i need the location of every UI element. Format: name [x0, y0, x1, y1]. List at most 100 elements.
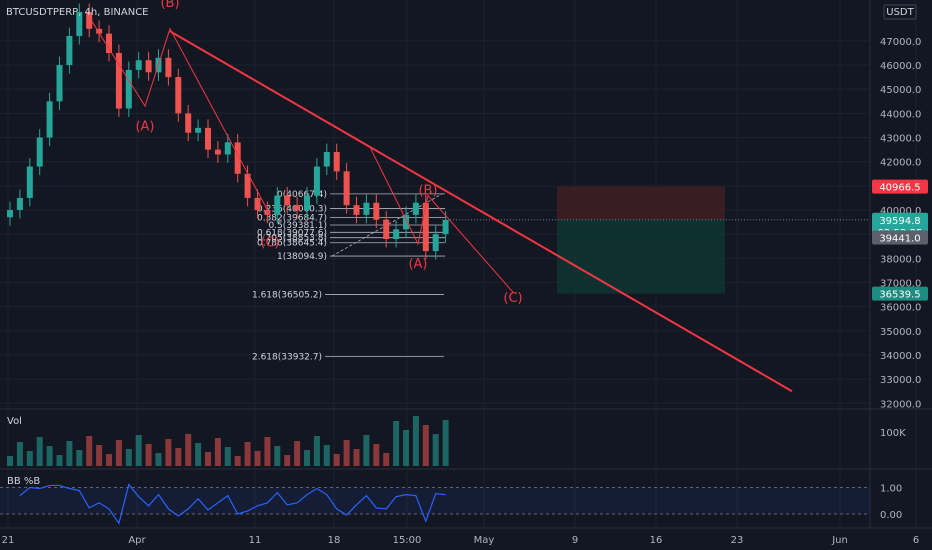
volume-bar — [264, 437, 271, 466]
candle-body — [353, 205, 360, 215]
volume-tick-label: 100K — [880, 428, 906, 439]
volume-bar — [56, 455, 63, 466]
fib-level-label: 0.705(38853.8) — [257, 234, 327, 244]
candle-body — [244, 173, 251, 198]
volume-bar — [66, 441, 73, 466]
volume-bar — [125, 449, 132, 466]
price-tag — [872, 212, 928, 227]
candle-body — [195, 127, 202, 133]
price-tag-label: 36539.5 — [879, 290, 920, 301]
candle-body — [383, 219, 390, 240]
time-tick-label: 18 — [328, 535, 341, 546]
volume-bar — [145, 444, 152, 466]
candle-body — [135, 60, 142, 70]
fib-level-label: 0.236(40060.3) — [257, 205, 327, 215]
price-tick-label: 32000.0 — [880, 399, 921, 410]
fib-level-label: 1.618(36505.2) — [252, 290, 322, 300]
candle-body — [403, 214, 409, 230]
volume-bar — [432, 434, 439, 466]
candle-body — [284, 195, 291, 206]
wave-label: (B) — [160, 0, 179, 11]
volume-bar — [214, 438, 221, 466]
time-tick-label: 23 — [731, 535, 744, 546]
price-tick-label: 34000.0 — [880, 351, 921, 362]
candle-body — [422, 202, 429, 252]
volume-bar — [165, 439, 172, 466]
candle-body — [96, 28, 103, 34]
volume-bar — [86, 436, 93, 466]
bb-percent-line — [19, 483, 446, 525]
wave-overlays: (B) (A) (C) (B) (A) (C) — [91, 0, 793, 393]
volume-bar — [442, 420, 449, 466]
candle-body — [224, 142, 231, 155]
volume-bar — [106, 454, 112, 466]
volume-bar — [46, 446, 53, 466]
volume-bar — [363, 435, 370, 466]
price-tick-label: 45000.0 — [880, 85, 921, 96]
price-tick-label: 33000.0 — [880, 375, 921, 386]
volume-bar — [115, 440, 122, 466]
fib-level-label: 0.382(39684.7) — [257, 214, 327, 224]
descending-trendline — [169, 30, 793, 393]
time-axis[interactable]: 21 Apr 11 18 15:00 May 9 16 23 Jun 6 — [2, 535, 920, 546]
volume-bar — [96, 445, 103, 466]
candle-body — [274, 195, 281, 215]
candlestick-series — [7, 3, 449, 260]
wave-label: (B) — [418, 183, 437, 198]
chart-title: BTCUSDTPERP, 4h, BINANCE — [6, 7, 149, 18]
candle-body — [66, 36, 73, 66]
candle-body — [205, 127, 211, 150]
volume-bar — [175, 448, 182, 466]
price-tick-label: 35000.0 — [880, 327, 921, 338]
volume-bar — [234, 456, 241, 466]
volume-bar — [294, 441, 301, 466]
fib-level-label: 0.5(39381.1) — [268, 221, 327, 231]
currency-badge[interactable] — [883, 4, 917, 20]
candle-body — [26, 166, 33, 198]
time-tick-label: Apr — [128, 535, 146, 546]
position-zones — [450, 186, 870, 294]
volume-bar — [185, 434, 192, 466]
volume-bar — [155, 453, 162, 466]
candle-body — [56, 65, 63, 102]
candle-body — [16, 197, 23, 211]
volume-bar — [383, 453, 390, 466]
volume-bar — [26, 451, 33, 466]
time-tick-label: 9 — [572, 535, 578, 546]
volume-bar — [353, 449, 360, 466]
take-profit-zone — [557, 219, 725, 294]
candle-body — [412, 202, 419, 215]
wave-label: (A) — [408, 257, 427, 272]
time-tick-label: 21 — [2, 535, 15, 546]
bb-tick-label: 0.00 — [880, 510, 902, 521]
secondary-wave-path — [369, 146, 514, 293]
time-tick-label: May — [474, 535, 495, 546]
primary-wave-path — [91, 21, 271, 216]
volume-bar — [343, 440, 350, 466]
volume-bar — [36, 437, 43, 466]
candle-body — [214, 149, 221, 155]
volume-pane: 100K — [7, 416, 906, 466]
candle-body — [175, 77, 182, 114]
price-tick-label: 42000.0 — [880, 158, 921, 169]
candle-body — [373, 202, 380, 220]
volume-bar — [195, 443, 202, 466]
fib-level-label: 2.618(33932.7) — [252, 353, 322, 363]
volume-bar — [274, 446, 281, 466]
volume-bar — [304, 450, 310, 466]
candle-body — [333, 152, 340, 172]
time-tick-label: 16 — [650, 535, 663, 546]
volume-bar — [412, 416, 419, 466]
candle-body — [76, 11, 83, 37]
price-tick-label: 44000.0 — [880, 109, 921, 120]
volume-bar — [333, 454, 340, 466]
price-tick-label: 38000.0 — [880, 254, 921, 265]
volume-pane-title: Vol — [7, 416, 22, 427]
price-axis[interactable]: 32000.0 33000.0 34000.0 35000.0 36000.0 37000… — [872, 37, 928, 410]
price-tick-label: 46000.0 — [880, 61, 921, 72]
candle-body — [313, 166, 320, 196]
candle-body — [185, 113, 192, 133]
volume-bar — [373, 444, 380, 466]
price-tag-label: 39594.8 — [879, 216, 920, 227]
